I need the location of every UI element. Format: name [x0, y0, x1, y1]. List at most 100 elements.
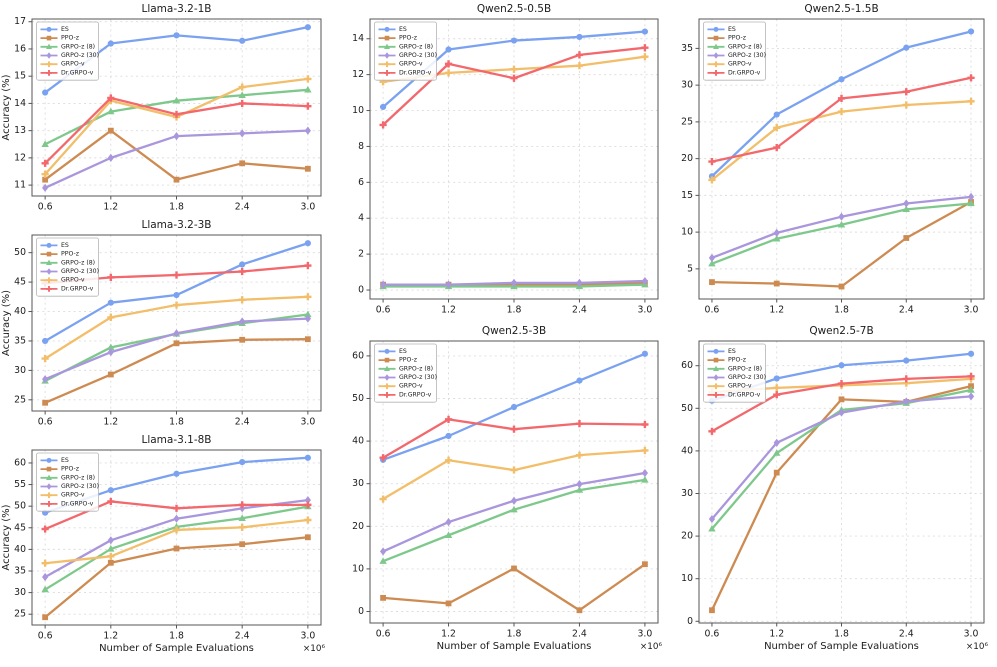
svg-text:ES: ES [61, 26, 69, 33]
svg-text:12: 12 [14, 152, 26, 163]
svg-text:Qwen2.5-1.5B: Qwen2.5-1.5B [804, 3, 878, 15]
svg-text:ES: ES [728, 26, 736, 33]
svg-text:25: 25 [14, 609, 26, 620]
svg-text:Dr.GRPO-v: Dr.GRPO-v [728, 69, 761, 76]
svg-text:GRPO-v: GRPO-v [399, 383, 423, 390]
svg-text:Dr.GRPO-v: Dr.GRPO-v [61, 285, 94, 292]
svg-text:3.0: 3.0 [300, 417, 315, 428]
svg-text:40: 40 [14, 544, 26, 555]
svg-text:16: 16 [14, 43, 26, 54]
svg-text:GRPO-z (30): GRPO-z (30) [61, 483, 99, 490]
svg-text:GRPO-z (30): GRPO-z (30) [399, 374, 437, 381]
svg-text:3.0: 3.0 [964, 629, 979, 640]
svg-text:×10⁶: ×10⁶ [303, 644, 326, 654]
svg-text:1.2: 1.2 [769, 629, 784, 640]
svg-text:ES: ES [61, 242, 69, 249]
svg-text:GRPO-z (30): GRPO-z (30) [61, 268, 99, 275]
svg-text:40: 40 [352, 436, 364, 447]
svg-text:GRPO-z (8): GRPO-z (8) [728, 43, 762, 50]
svg-text:45: 45 [14, 522, 26, 533]
svg-text:GRPO-z (8): GRPO-z (8) [728, 365, 762, 372]
svg-text:2.4: 2.4 [235, 417, 250, 428]
svg-text:ES: ES [399, 26, 407, 33]
svg-text:GRPO-z (30): GRPO-z (30) [728, 52, 766, 59]
svg-text:15: 15 [14, 71, 26, 82]
svg-text:PPO-z: PPO-z [61, 466, 79, 473]
svg-text:60: 60 [14, 457, 26, 468]
svg-text:Llama-3.2-3B: Llama-3.2-3B [141, 219, 211, 231]
svg-text:1.2: 1.2 [441, 629, 456, 640]
svg-text:0: 0 [687, 616, 693, 627]
svg-text:Dr.GRPO-v: Dr.GRPO-v [399, 69, 432, 76]
svg-text:GRPO-z (8): GRPO-z (8) [399, 365, 433, 372]
svg-text:GRPO-v: GRPO-v [61, 277, 85, 284]
svg-text:20: 20 [352, 521, 364, 532]
svg-text:GRPO-v: GRPO-v [61, 492, 85, 499]
svg-text:60: 60 [352, 350, 364, 361]
svg-text:ES: ES [728, 348, 736, 355]
svg-text:2.4: 2.4 [572, 629, 587, 640]
svg-text:30: 30 [681, 488, 693, 499]
svg-text:14: 14 [352, 33, 364, 44]
svg-text:Accuracy (%): Accuracy (%) [1, 74, 12, 140]
svg-text:GRPO-z (30): GRPO-z (30) [399, 52, 437, 59]
svg-text:GRPO-v: GRPO-v [728, 61, 752, 68]
svg-text:PPO-z: PPO-z [728, 35, 746, 42]
svg-text:GRPO-z (30): GRPO-z (30) [61, 52, 99, 59]
svg-text:10: 10 [352, 105, 364, 116]
svg-text:GRPO-v: GRPO-v [399, 61, 423, 68]
svg-text:1.8: 1.8 [507, 305, 522, 316]
svg-text:ES: ES [399, 348, 407, 355]
svg-text:20: 20 [681, 531, 693, 542]
svg-text:Number of Sample Evaluations: Number of Sample Evaluations [764, 641, 919, 652]
svg-text:6: 6 [358, 177, 364, 188]
svg-text:3.0: 3.0 [638, 305, 653, 316]
svg-text:2.4: 2.4 [235, 202, 250, 213]
svg-text:0: 0 [358, 285, 364, 296]
svg-text:25: 25 [14, 394, 26, 405]
svg-text:1.2: 1.2 [769, 305, 784, 316]
svg-text:3.0: 3.0 [638, 629, 653, 640]
svg-text:PPO-z: PPO-z [399, 357, 417, 364]
svg-text:10: 10 [681, 227, 693, 238]
svg-text:Qwen2.5-0.5B: Qwen2.5-0.5B [477, 3, 551, 15]
svg-text:1.8: 1.8 [834, 305, 849, 316]
svg-text:1.8: 1.8 [169, 631, 184, 642]
svg-text:30: 30 [14, 365, 26, 376]
svg-text:25: 25 [681, 116, 693, 127]
svg-text:50: 50 [14, 501, 26, 512]
svg-text:Dr.GRPO-v: Dr.GRPO-v [728, 391, 761, 398]
svg-text:2: 2 [358, 249, 364, 260]
svg-text:2.4: 2.4 [572, 305, 587, 316]
svg-text:40: 40 [14, 306, 26, 317]
svg-text:12: 12 [352, 69, 364, 80]
svg-text:13: 13 [14, 125, 26, 136]
svg-text:11: 11 [14, 180, 26, 191]
svg-text:15: 15 [681, 190, 693, 201]
svg-text:35: 35 [14, 335, 26, 346]
svg-text:1.2: 1.2 [441, 305, 456, 316]
svg-text:Dr.GRPO-v: Dr.GRPO-v [61, 69, 94, 76]
svg-text:ES: ES [61, 457, 69, 464]
chart-panel-top-middle: 0 2 4 6 8 10 12 14 0.6 1.2 1.8 2.4 3.0 ES PPO-z GRPO-z … [333, 0, 665, 317]
svg-text:4: 4 [358, 213, 364, 224]
svg-text:GRPO-z (8): GRPO-z (8) [61, 43, 95, 50]
svg-text:60: 60 [681, 360, 693, 371]
svg-text:Qwen2.5-7B: Qwen2.5-7B [809, 325, 873, 337]
svg-text:Dr.GRPO-v: Dr.GRPO-v [61, 500, 94, 507]
svg-text:0.6: 0.6 [38, 202, 53, 213]
svg-text:17: 17 [14, 16, 26, 27]
svg-text:50: 50 [352, 393, 364, 404]
svg-text:GRPO-z (8): GRPO-z (8) [61, 259, 95, 266]
chart-panel-bottom-middle: 0 10 20 30 40 50 60 0.6 1.2 1.8 2.4 3.0 ES PPO-z GRPO-… [333, 317, 665, 667]
svg-text:Llama-3.2-1B: Llama-3.2-1B [141, 3, 211, 15]
svg-text:45: 45 [14, 277, 26, 288]
svg-text:55: 55 [14, 479, 26, 490]
svg-text:PPO-z: PPO-z [61, 35, 79, 42]
svg-text:PPO-z: PPO-z [399, 35, 417, 42]
